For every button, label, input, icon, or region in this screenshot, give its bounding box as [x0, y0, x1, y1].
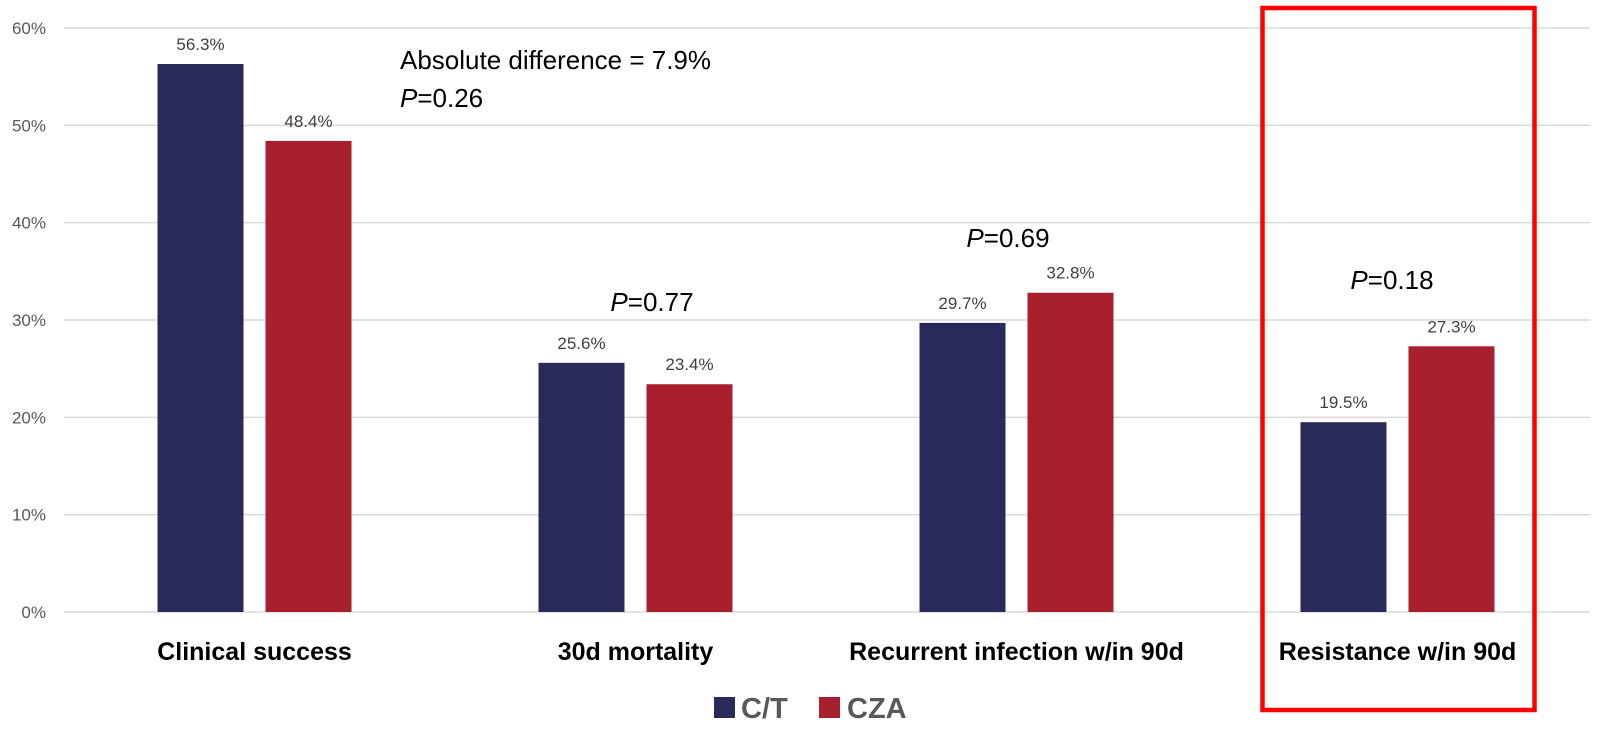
data-label: 23.4% [665, 355, 713, 374]
annotation-value: =0.26 [417, 83, 483, 113]
category-label: Recurrent infection w/in 90d [849, 638, 1184, 666]
data-label: 56.3% [176, 35, 224, 54]
bar-cza-2 [1027, 292, 1114, 612]
y-tick-label: 20% [12, 408, 46, 427]
bars [157, 64, 1495, 613]
p-symbol: P [610, 287, 628, 317]
data-label: 25.6% [557, 334, 605, 353]
absolute-difference-annotation: Absolute difference = 7.9% [400, 45, 711, 75]
legend-label: C/T [741, 693, 788, 725]
p-symbol: P [1350, 265, 1368, 295]
annotations: Absolute difference = 7.9%P=0.26P=0.77P=… [400, 45, 1434, 317]
y-tick-label: 50% [12, 116, 46, 135]
p-value-annotation: P=0.69 [966, 223, 1049, 253]
p-symbol: P [400, 83, 418, 113]
p-value-annotation: P=0.18 [1350, 265, 1433, 295]
data-label: 32.8% [1046, 264, 1094, 283]
annotation-value: =0.77 [628, 287, 694, 317]
data-label: 29.7% [938, 294, 986, 313]
data-label: 48.4% [284, 112, 332, 131]
y-tick-label: 60% [12, 19, 46, 38]
bar-c-t-2 [919, 322, 1006, 612]
annotation-value: =0.69 [984, 223, 1050, 253]
bar-cza-3 [1408, 346, 1495, 612]
category-label: Resistance w/in 90d [1279, 638, 1517, 666]
y-tick-label: 30% [12, 311, 46, 330]
highlight-rectangle [1260, 5, 1537, 713]
p-symbol: P [966, 223, 984, 253]
bar-cza-1 [646, 384, 733, 612]
category-label: Clinical success [157, 638, 352, 666]
bar-c-t-0 [157, 64, 244, 613]
y-tick-label: 40% [12, 214, 46, 233]
category-label: 30d mortality [558, 638, 714, 666]
legend-swatch-0 [714, 697, 735, 718]
p-value-annotation: P=0.26 [400, 83, 483, 113]
legend-swatch-1 [819, 697, 840, 718]
bar-c-t-1 [538, 362, 625, 612]
bar-cza-0 [265, 140, 352, 612]
data-labels: 56.3% 48.4% 25.6% 23.4% 29.7% 32.8% 19.5% 27.3% [176, 35, 1475, 412]
y-tick-label: 10% [12, 506, 46, 525]
category-labels: Clinical success 30d mortality Recurrent i… [157, 638, 1516, 666]
y-axis-ticks: 0% 10% 20% 30% 40% 50% 60% [12, 19, 46, 622]
p-value-annotation: P=0.77 [610, 287, 693, 317]
data-label: 27.3% [1427, 317, 1475, 336]
highlight-box [1260, 5, 1537, 713]
legend: C/T CZA [714, 693, 907, 725]
y-tick-label: 0% [21, 603, 46, 622]
bar-c-t-3 [1300, 422, 1387, 612]
annotation-value: Absolute difference = 7.9% [400, 45, 711, 75]
legend-label: CZA [847, 693, 907, 725]
data-label: 19.5% [1319, 393, 1367, 412]
annotation-value: =0.18 [1368, 265, 1434, 295]
